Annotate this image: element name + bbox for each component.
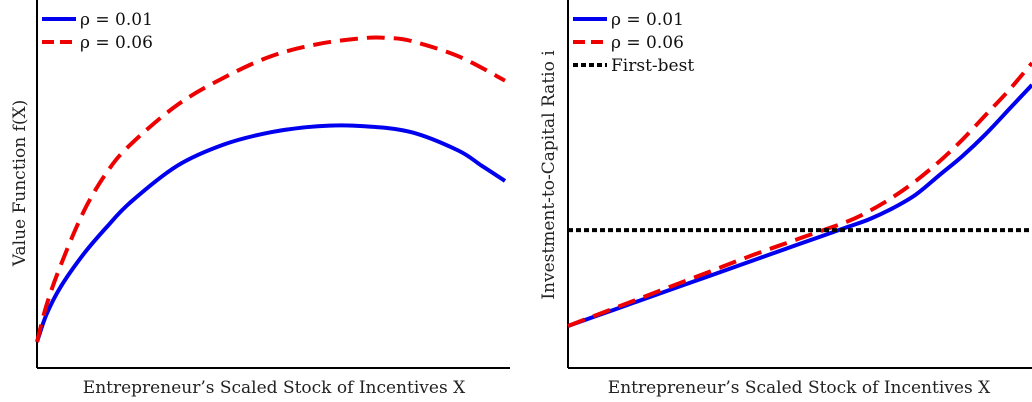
series-layer-left	[35, 35, 507, 343]
y-axis-label-right: Investment-to-Capital Ratio i	[539, 50, 559, 300]
left-legend-label-0: ρ = 0.01	[80, 10, 153, 30]
left-legend-label-1: ρ = 0.06	[80, 33, 153, 53]
right-legend-label-1: ρ = 0.06	[611, 33, 684, 53]
right-series-line-rho-001	[567, 83, 1032, 328]
left-series-line-rho-001	[35, 123, 507, 343]
right-series-line-rho-006	[567, 61, 1032, 328]
right-legend-label-2: First-best	[611, 56, 694, 76]
investment-ratio-panel: Entrepreneur’s Scaled Stock of Incentive…	[539, 0, 1032, 398]
right-legend-label-0: ρ = 0.01	[611, 10, 684, 30]
legend-left: ρ = 0.01 ρ = 0.06	[42, 10, 153, 53]
left-series-line-rho-006	[35, 35, 506, 343]
legend-right: ρ = 0.01 ρ = 0.06 First-best	[573, 10, 694, 76]
value-function-panel: Entrepreneur’s Scaled Stock of Incentive…	[10, 0, 510, 398]
x-axis-label-right: Entrepreneur’s Scaled Stock of Incentive…	[608, 378, 991, 398]
y-axis-label-left: Value Function f(X)	[10, 100, 30, 267]
series-layer-right	[567, 61, 1032, 328]
x-axis-label-left: Entrepreneur’s Scaled Stock of Incentive…	[83, 378, 466, 398]
